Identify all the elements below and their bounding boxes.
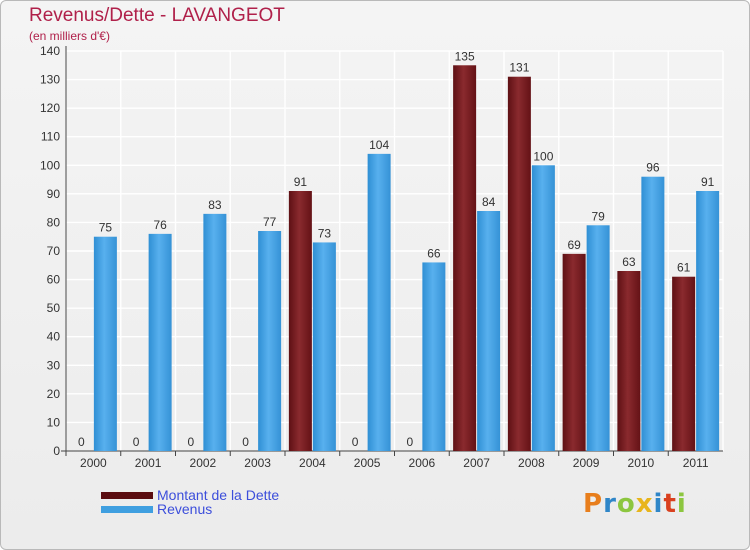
bar-dette	[288, 191, 312, 451]
bar-revenus	[203, 213, 227, 451]
bar-revenus	[531, 165, 555, 452]
data-label: 61	[677, 261, 691, 275]
bar-revenus	[367, 153, 391, 451]
bar-revenus	[93, 236, 117, 451]
logo-letter: t	[663, 489, 677, 519]
axes: 0 10 20 30 40 50 60 70 80 90 100 110 120 130 140 2000 20…	[40, 44, 723, 470]
bar-dette	[453, 65, 477, 452]
data-labels: 0 0 0 0 91 0 0 135 131 69 63 61 75 76 83 77 73 104 66 84 100…	[78, 49, 715, 449]
y-tick-label: 0	[53, 444, 60, 458]
data-label: 0	[407, 435, 414, 449]
data-label: 0	[78, 435, 85, 449]
x-tick-label: 2007	[463, 456, 490, 470]
y-tick-label: 40	[47, 330, 61, 344]
data-label: 63	[622, 255, 636, 269]
data-label: 96	[646, 161, 660, 175]
x-tick-label: 2002	[190, 456, 217, 470]
data-label: 91	[294, 175, 308, 189]
x-tick-label: 2000	[80, 456, 107, 470]
x-tick-label: 2001	[135, 456, 162, 470]
bar-revenus	[586, 225, 610, 451]
bar-dette	[617, 271, 641, 451]
y-tick-label: 110	[41, 130, 60, 144]
bar-dette	[672, 276, 696, 451]
logo-letter: i	[653, 489, 664, 519]
bar-revenus	[422, 262, 446, 451]
proxiti-logo: Proxiti	[583, 489, 687, 519]
y-tick-label: 80	[47, 215, 61, 229]
y-tick-label: 70	[47, 244, 61, 258]
legend-label-dette: Montant de la Dette	[157, 487, 280, 503]
logo-letter: o	[616, 489, 636, 519]
legend-swatch-dette	[101, 492, 153, 499]
data-label: 0	[188, 435, 195, 449]
bar-revenus	[641, 176, 665, 451]
logo-letter: r	[603, 489, 617, 519]
y-tick-label: 120	[40, 101, 60, 115]
bar-revenus	[477, 211, 501, 451]
data-label: 83	[208, 198, 222, 212]
data-label: 0	[133, 435, 140, 449]
chart-title: Revenus/Dette - LAVANGEOT	[29, 5, 285, 26]
data-label: 91	[701, 175, 715, 189]
bar-revenus	[148, 233, 172, 451]
y-tick-label: 50	[47, 301, 61, 315]
chart-subtitle: (en milliers d'€)	[29, 29, 110, 43]
x-tick-label: 2010	[628, 456, 655, 470]
data-label: 135	[455, 49, 475, 63]
bar-revenus	[312, 242, 336, 451]
logo-letter: x	[635, 489, 654, 519]
data-label: 0	[242, 435, 249, 449]
bar-dette	[507, 76, 531, 451]
y-tick-label: 140	[40, 44, 60, 58]
x-tick-label: 2009	[573, 456, 600, 470]
data-label: 75	[99, 221, 113, 235]
x-tick-label: 2005	[354, 456, 381, 470]
x-tick-label: 2004	[299, 456, 326, 470]
data-label: 79	[591, 209, 605, 223]
data-label: 100	[533, 149, 553, 163]
y-tick-label: 60	[47, 273, 61, 287]
x-tick-label: 2011	[683, 456, 709, 470]
y-tick-label: 100	[40, 158, 60, 172]
bar-dette	[562, 253, 586, 451]
x-tick-label: 2006	[409, 456, 436, 470]
data-label: 84	[482, 195, 496, 209]
y-tick-label: 10	[47, 415, 61, 429]
data-label: 73	[318, 226, 332, 240]
legend-label-revenus: Revenus	[157, 501, 213, 517]
logo-letter: i	[676, 489, 687, 519]
data-label: 104	[369, 138, 389, 152]
y-tick-label: 30	[47, 358, 61, 372]
y-tick-label: 130	[40, 73, 60, 87]
data-label: 66	[427, 246, 441, 260]
legend-swatch-revenus	[101, 506, 153, 513]
y-tick-label: 20	[47, 387, 61, 401]
data-label: 69	[567, 238, 581, 252]
data-label: 131	[509, 61, 529, 75]
bars	[93, 65, 720, 452]
data-label: 76	[153, 218, 167, 232]
bar-revenus	[696, 191, 720, 451]
data-label: 77	[263, 215, 277, 229]
data-label: 0	[352, 435, 359, 449]
x-tick-label: 2008	[518, 456, 545, 470]
x-tick-label: 2003	[244, 456, 271, 470]
y-tick-label: 90	[47, 187, 61, 201]
bar-revenus	[258, 231, 282, 451]
logo-letter: P	[583, 489, 604, 519]
